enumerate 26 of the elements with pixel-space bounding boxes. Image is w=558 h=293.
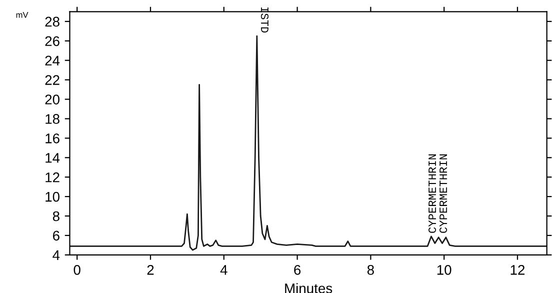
y-tick-label: 14 (46, 153, 60, 163)
x-tick-label: 6 (294, 265, 301, 275)
y-tick-label: 24 (45, 56, 60, 66)
y-tick-label: 18 (46, 114, 60, 124)
annotation: CYPERMETHRIN (428, 154, 436, 233)
x-tick-label: 12 (510, 265, 525, 275)
y-tick-label: 6 (53, 230, 60, 241)
annotation: CYPERMETHRIN (440, 154, 448, 233)
x-axis-title: Minutes (285, 283, 332, 293)
y-tick-label: 16 (46, 134, 60, 144)
y-tick-label: 22 (45, 75, 60, 85)
x-tick-label: 0 (74, 265, 80, 275)
y-tick-label: 20 (45, 94, 60, 104)
line-series (70, 35, 547, 251)
y-tick-label: 26 (45, 36, 60, 46)
x-tick-label: 2 (147, 265, 154, 275)
y-tick-label: 12 (46, 172, 60, 182)
y-tick-label: 28 (45, 16, 60, 27)
x-tick-label: 10 (437, 265, 452, 275)
annotation: ISTD (260, 8, 268, 33)
y-tick-label: 4 (52, 250, 60, 260)
y-tick-label: 10 (46, 192, 60, 202)
x-tick-label: 4 (220, 265, 228, 275)
x-tick-label: 8 (367, 265, 374, 275)
y-tick-label: 8 (52, 211, 60, 222)
y-axis-title: mV (16, 12, 28, 18)
